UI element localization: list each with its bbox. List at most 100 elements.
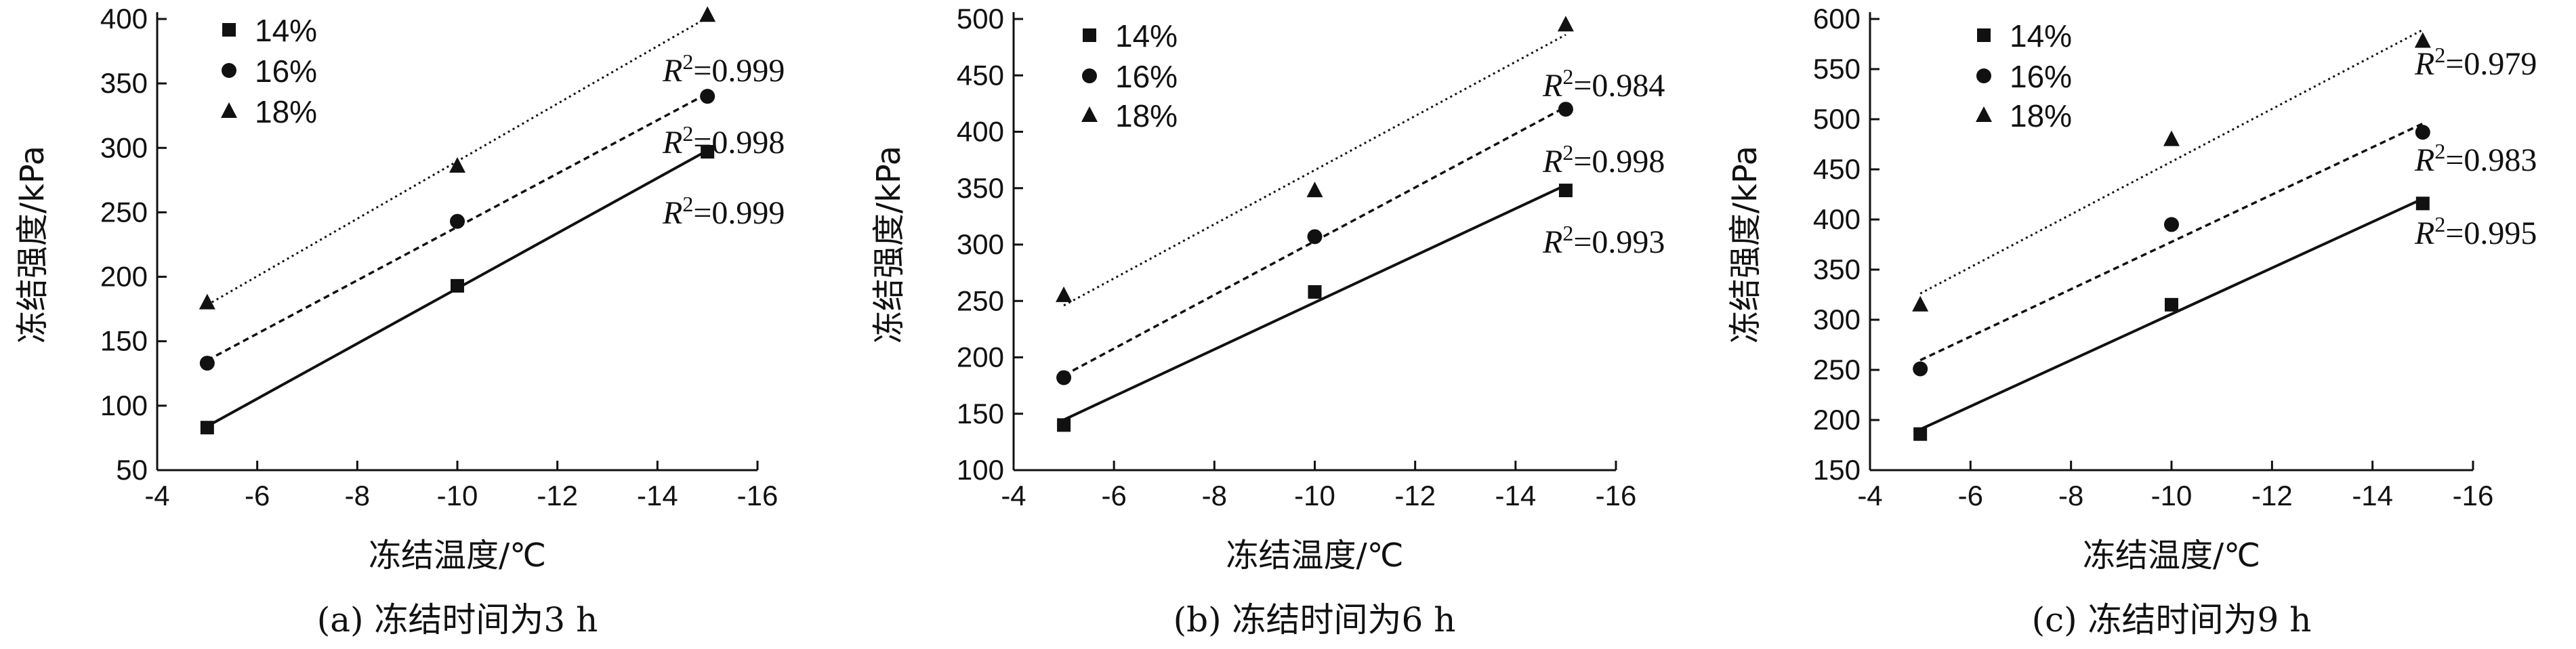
x-tick-label: -8	[2058, 480, 2083, 511]
data-point-14pct	[1308, 285, 1322, 299]
r2-symbol: R	[2414, 46, 2434, 82]
x-tick-label: -16	[1596, 480, 1637, 511]
data-point-16pct	[1307, 229, 1323, 245]
r2-symbol: R	[662, 53, 682, 89]
chart-panel-1: 50 100 150 200 250 300 350 400 -4 -6 -8 -10 -12 -14 -1…	[14, 3, 785, 640]
y-tick-label: 400	[1813, 203, 1861, 235]
r2-symbol: R	[662, 125, 682, 161]
legend-label: 14%	[1115, 18, 1178, 54]
y-tick-label: 150	[1813, 454, 1861, 486]
y-tick-label: 300	[1813, 303, 1861, 335]
y-axis-title: 冻结强度/kPa	[1726, 146, 1764, 343]
x-tick-label: -6	[245, 480, 270, 511]
data-point-18pct	[1912, 295, 1929, 312]
x-tick-label: -14	[637, 480, 678, 511]
y-tick-label: 450	[1813, 153, 1861, 185]
legend-marker	[221, 102, 237, 118]
r2-annotation: R2=0.995	[2414, 212, 2537, 251]
legend-label: 14%	[2010, 18, 2072, 54]
x-tick-label: -10	[1294, 480, 1335, 511]
legend-label: 16%	[255, 54, 317, 89]
legend-label: 18%	[2010, 98, 2072, 133]
data-point-18pct	[2163, 130, 2180, 146]
legend-marker	[1976, 106, 1992, 122]
r2-annotation: R2=0.983	[2414, 139, 2537, 178]
r2-value: =0.983	[2445, 142, 2537, 178]
r2-superscript: 2	[682, 49, 693, 74]
x-tick-label: -6	[1101, 480, 1126, 511]
fit-line-18pct	[1919, 28, 2424, 295]
data-point-18pct	[1557, 16, 1574, 32]
x-tick-label: -10	[437, 480, 478, 511]
legend-marker	[1082, 68, 1097, 83]
r2-value: =0.998	[693, 125, 785, 161]
r2-symbol: R	[662, 195, 682, 231]
data-point-16pct	[1558, 102, 1573, 117]
y-tick-label: 100	[100, 390, 148, 421]
panel-caption: (c) 冻结时间为9 h	[2032, 600, 2312, 640]
y-tick-label: 450	[957, 59, 1004, 91]
r2-annotation: R2=0.993	[1542, 221, 1665, 260]
y-tick-label: 350	[100, 67, 148, 99]
panel-caption: (a) 冻结时间为3 h	[317, 600, 598, 640]
y-tick-label: 350	[957, 172, 1004, 204]
r2-value: =0.993	[1573, 224, 1665, 260]
r2-annotation: R2=0.999	[662, 192, 785, 231]
y-tick-label: 250	[957, 285, 1004, 316]
y-tick-label: 300	[957, 228, 1004, 260]
data-point-16pct	[1913, 361, 1928, 377]
r2-superscript: 2	[2434, 139, 2445, 163]
y-tick-label: 250	[1813, 354, 1861, 385]
data-point-16pct	[700, 89, 715, 104]
r2-annotation: R2=0.979	[2414, 43, 2537, 82]
x-tick-label: -14	[1495, 480, 1536, 511]
x-tick-label: -16	[737, 480, 778, 511]
y-tick-label: 200	[100, 261, 148, 293]
legend-label: 18%	[1115, 98, 1178, 133]
panel-caption: (b) 冻结时间为6 h	[1173, 600, 1456, 640]
chart-panel-2: 100 150 200 250 300 350 400 450 500 -4 -6 -8 -10 -12 -…	[870, 3, 1665, 640]
r2-superscript: 2	[2434, 212, 2445, 236]
legend-label: 16%	[2010, 59, 2072, 94]
r2-value: =0.984	[1573, 68, 1665, 104]
x-tick-label: -10	[2151, 480, 2193, 511]
legend-label: 14%	[255, 13, 317, 48]
y-tick-label: 300	[100, 131, 148, 163]
x-tick-label: -12	[1394, 480, 1436, 511]
legend-marker	[1977, 28, 1991, 42]
x-axis-title: 冻结温度/℃	[369, 537, 546, 574]
r2-superscript: 2	[682, 192, 693, 216]
data-point-14pct	[701, 144, 715, 159]
x-tick-label: -16	[2453, 480, 2494, 511]
data-point-16pct	[199, 356, 215, 371]
fit-line-14pct	[1063, 184, 1566, 421]
data-point-14pct	[451, 278, 464, 293]
legend-label: 16%	[1115, 59, 1178, 94]
r2-value: =0.995	[2445, 215, 2537, 251]
data-point-16pct	[450, 213, 465, 229]
legend-marker	[1081, 106, 1098, 122]
data-point-18pct	[199, 293, 215, 310]
x-tick-label: -12	[537, 480, 578, 511]
data-point-16pct	[2164, 217, 2179, 232]
data-point-14pct	[2415, 196, 2430, 211]
x-tick-label: -8	[345, 480, 370, 511]
data-point-14pct	[200, 421, 214, 435]
legend-marker	[222, 63, 236, 78]
r2-value: =0.979	[2445, 46, 2537, 82]
data-point-18pct	[2414, 32, 2431, 48]
legend-marker	[1976, 68, 1991, 83]
fit-line-16pct	[207, 92, 708, 362]
data-point-18pct	[449, 156, 465, 173]
r2-annotation: R2=0.984	[1542, 64, 1665, 104]
data-point-16pct	[2415, 125, 2430, 140]
data-point-14pct	[2165, 297, 2178, 312]
data-point-16pct	[1056, 370, 1072, 385]
legend-label: 18%	[255, 94, 317, 129]
r2-symbol: R	[1542, 68, 1562, 104]
y-tick-label: 500	[1813, 103, 1861, 135]
x-tick-label: -4	[1857, 480, 1882, 511]
data-point-18pct	[699, 6, 716, 22]
x-tick-label: -4	[1001, 480, 1026, 511]
